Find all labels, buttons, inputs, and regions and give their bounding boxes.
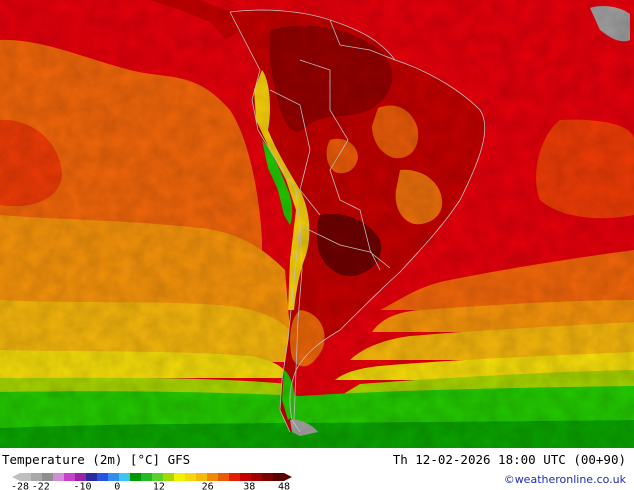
legend-swatch [64,473,76,481]
legend-swatch [75,473,87,481]
color-scale-legend: -28 -22 -10 0 12 26 38 48 [11,473,292,490]
legend-swatch [185,473,197,481]
legend-swatches [12,473,292,481]
temperature-map [0,0,634,448]
legend-arrow-low [12,473,20,481]
map-texture [0,0,634,448]
legend-tick-labels: -28 -22 -10 0 12 26 38 48 [11,482,290,490]
legend-swatch [20,473,32,481]
legend-swatch [141,473,153,481]
map-title: Temperature (2m) [°C] GFS [2,452,191,467]
legend-swatch [229,473,241,481]
legend-swatch [97,473,109,481]
legend-tick-label: 38 [243,482,255,490]
legend-swatch [31,473,43,481]
legend-swatch [152,473,164,481]
legend-swatch [218,473,230,481]
legend-tick-label: -10 [73,482,91,490]
legend-swatch [53,473,65,481]
credit-link[interactable]: ©weatheronline.co.uk [503,473,626,486]
legend-swatch [163,473,175,481]
legend-swatch [174,473,186,481]
legend-tick-label: -22 [32,482,50,490]
legend-swatch [240,473,252,481]
legend-swatch [207,473,219,481]
legend-tick-label: -28 [11,482,29,490]
legend-swatch [262,473,274,481]
legend-swatch [119,473,131,481]
legend-swatch [108,473,120,481]
footer-bar [0,448,634,490]
legend-arrow-high [284,473,292,481]
valid-time-label: Th 12-02-2026 18:00 UTC (00+90) [392,452,626,467]
legend-tick-label: 26 [202,482,214,490]
legend-swatch [130,473,142,481]
legend-tick-label: 48 [278,482,290,490]
legend-swatch [273,473,285,481]
legend-swatch [251,473,263,481]
legend-swatch [196,473,208,481]
legend-tick-label: 0 [114,482,120,490]
legend-tick-label: 12 [153,482,165,490]
legend-swatch [86,473,98,481]
legend-swatch [42,473,54,481]
